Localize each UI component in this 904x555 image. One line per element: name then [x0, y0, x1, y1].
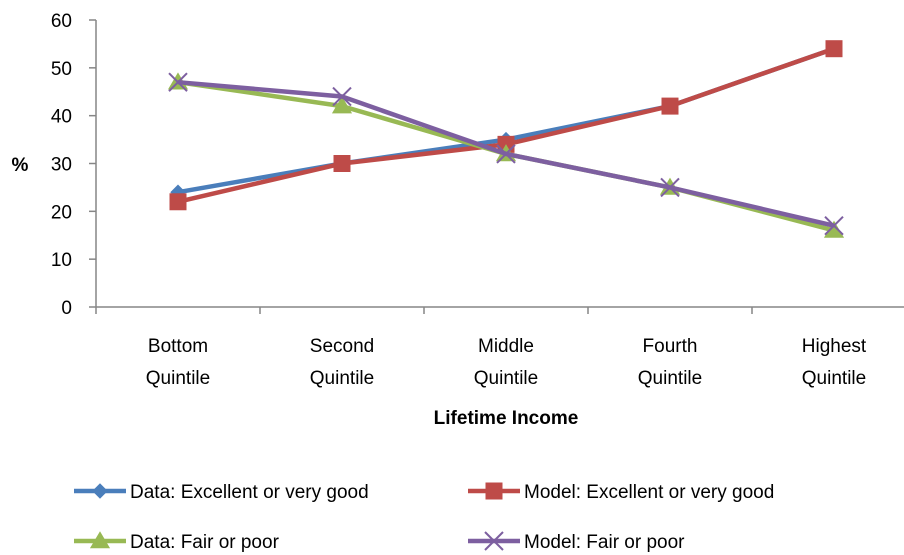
data-point: [331, 96, 353, 114]
data-point: [825, 40, 843, 58]
series: [168, 72, 844, 236]
plot-area: [167, 40, 845, 238]
x-tick-label: Highest Quintile: [802, 336, 867, 389]
data-point: [496, 144, 516, 164]
series-line: [177, 46, 835, 204]
y-tick-label: 50: [51, 59, 72, 80]
legend-label: Model: Fair or poor: [524, 532, 685, 553]
data-point: [332, 86, 352, 107]
legend-label: Data: Fair or poor: [130, 532, 280, 553]
y-tick-label: 20: [51, 202, 72, 223]
y-axis-title: %: [12, 155, 29, 176]
axes: 0 10 20 30 40 50 60 Bottom Quintile Second Quintil…: [51, 11, 904, 389]
legend-marker: [89, 531, 111, 549]
data-point: [169, 193, 187, 211]
x-tick-label: Second Quintile: [310, 336, 374, 389]
y-tick-label: 30: [51, 155, 72, 176]
data-point: [168, 72, 188, 92]
legend-label: Data: Excellent or very good: [130, 482, 369, 503]
data-point: [660, 177, 680, 198]
legend: Data: Excellent or very good Model: Excel…: [74, 482, 774, 553]
data-point: [824, 215, 844, 236]
legend-item: Data: Fair or poor: [74, 531, 280, 553]
x-tick-label: Middle Quintile: [474, 336, 538, 389]
legend-label: Model: Excellent or very good: [524, 482, 774, 503]
y-tick-label: 0: [61, 298, 72, 319]
legend-item: Data: Excellent or very good: [74, 482, 369, 503]
data-point: [661, 97, 679, 115]
legend-item: Model: Excellent or very good: [468, 482, 774, 503]
legend-item: Model: Fair or poor: [468, 531, 685, 553]
y-tick-label: 60: [51, 11, 72, 32]
x-axis-title: Lifetime Income: [434, 408, 579, 429]
data-point: [333, 155, 351, 172]
legend-marker: [485, 482, 503, 500]
x-tick-label: Fourth Quintile: [638, 336, 702, 389]
y-tick-label: 10: [51, 250, 72, 271]
legend-marker: [484, 531, 504, 551]
series: [169, 40, 843, 211]
series: [170, 40, 842, 200]
x-tick-label: Bottom Quintile: [146, 336, 210, 389]
legend-marker: [92, 483, 108, 499]
y-tick-label: 40: [51, 107, 72, 128]
series-line: [177, 46, 835, 195]
